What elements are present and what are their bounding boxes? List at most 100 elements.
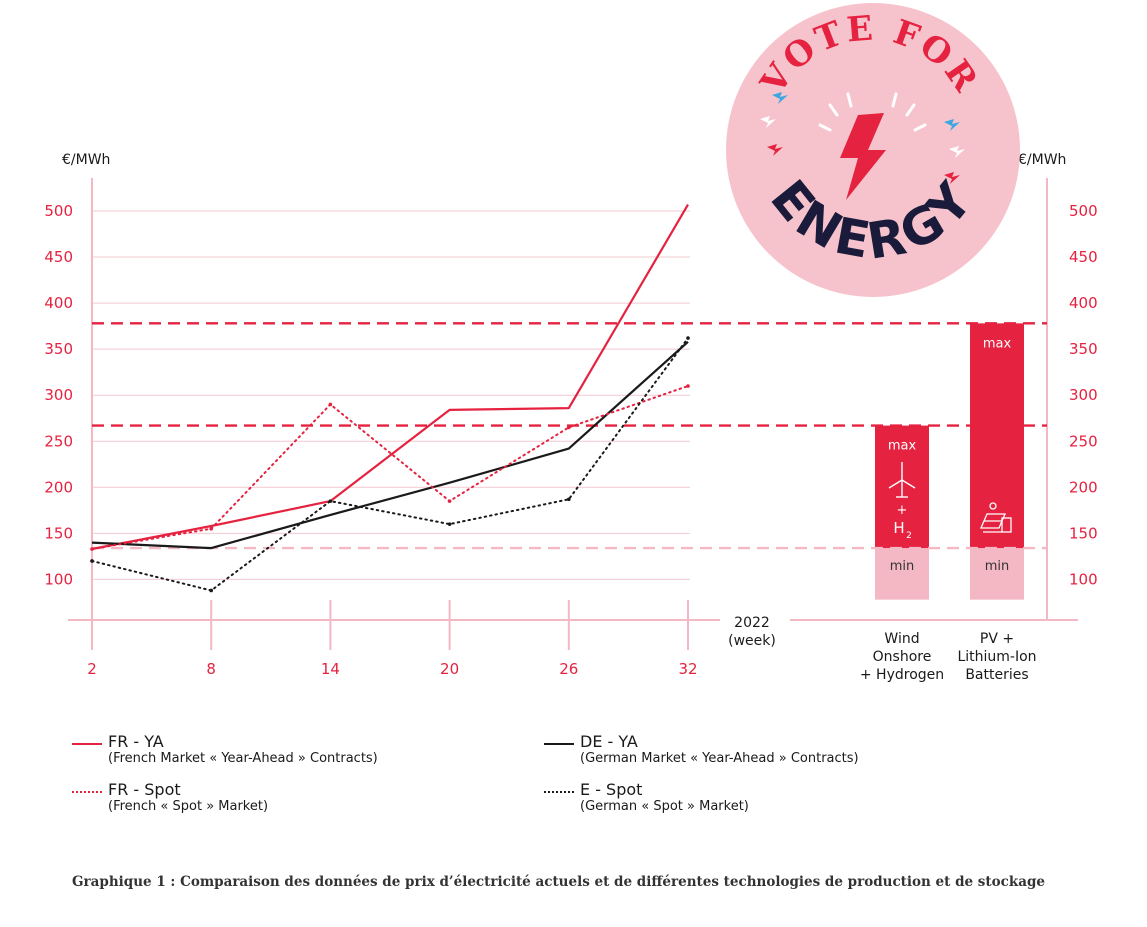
legend-series-name: FR - YA bbox=[108, 732, 164, 751]
legend-swatch bbox=[72, 791, 102, 793]
x-axis-label: 2022 bbox=[734, 615, 770, 631]
legend-series-name: FR - Spot bbox=[108, 780, 181, 799]
bar-min-label-1: min bbox=[890, 559, 915, 574]
bar-category-label-2-1: PV + bbox=[980, 631, 1014, 647]
tick-labels: 100 100 150 150 200 200 250 250 300 300 350 350 400 4… bbox=[44, 152, 1097, 678]
small-bolt-icon-3 bbox=[767, 144, 783, 156]
bar-category-label-1-2: Onshore bbox=[873, 649, 932, 665]
small-bolt-icon-1 bbox=[772, 92, 788, 104]
series-point-4-6 bbox=[686, 336, 690, 340]
reference-lines bbox=[92, 322, 1047, 550]
series-line-fr-spot bbox=[91, 385, 689, 550]
solar-panel-battery-icon bbox=[980, 502, 1012, 533]
x-tick-8: 8 bbox=[206, 660, 216, 678]
x-axis-sublabel: (week) bbox=[728, 633, 776, 649]
y-tick-left-250: 250 bbox=[44, 432, 73, 450]
right-unit-label: €/MWh bbox=[1018, 152, 1066, 168]
sparkle-ray-6 bbox=[913, 123, 927, 132]
legend-item-de-ya: DE - YA (German Market « Year-Ahead » Con… bbox=[544, 733, 984, 773]
legend-series-description: (German « Spot » Market) bbox=[580, 799, 749, 814]
x-tick-14: 14 bbox=[321, 660, 340, 678]
small-bolt-icon-4 bbox=[944, 119, 960, 131]
y-tick-left-100: 100 bbox=[44, 570, 73, 588]
bar-max-segment-2 bbox=[970, 323, 1024, 549]
sparkle-ray-3 bbox=[891, 92, 898, 108]
series-line-e-spot bbox=[91, 337, 689, 592]
bar-icon-h2: H bbox=[893, 519, 904, 537]
y-tick-left-500: 500 bbox=[44, 202, 73, 220]
y-tick-right-350: 350 bbox=[1069, 340, 1098, 358]
bar-min-label-2: min bbox=[985, 559, 1010, 574]
grid-lines bbox=[92, 210, 690, 580]
x-tick-26: 26 bbox=[559, 660, 578, 678]
series-point-4-4 bbox=[447, 522, 452, 526]
bar-icon-plus: + bbox=[897, 503, 908, 518]
bar-category-label-2-2: Lithium-Ion bbox=[957, 649, 1036, 665]
y-tick-right-400: 400 bbox=[1069, 294, 1098, 312]
sparkle-ray-2 bbox=[846, 92, 853, 108]
y-tick-right-250: 250 bbox=[1069, 432, 1098, 450]
sparkle-ray-4 bbox=[905, 103, 916, 117]
legend-series-name: DE - YA bbox=[580, 732, 638, 751]
y-tick-right-100: 100 bbox=[1069, 570, 1098, 588]
y-tick-right-450: 450 bbox=[1069, 248, 1098, 266]
y-tick-left-150: 150 bbox=[44, 524, 73, 542]
y-tick-left-200: 200 bbox=[44, 478, 73, 496]
series-point-3-2 bbox=[209, 526, 213, 531]
x-tick-2: 2 bbox=[87, 660, 97, 678]
series-point-3-1 bbox=[90, 547, 94, 551]
y-tick-left-350: 350 bbox=[44, 340, 73, 358]
small-bolt-icon-5 bbox=[949, 146, 965, 158]
axes bbox=[68, 178, 1078, 650]
technology-bars: max min Wind Onshore + Hydrogen +H 2 max min PV +… bbox=[860, 323, 1037, 683]
bar-max-label-2: max bbox=[983, 336, 1012, 351]
legend-swatch bbox=[544, 791, 574, 793]
bar-min-segment-1 bbox=[875, 548, 929, 600]
y-tick-right-200: 200 bbox=[1069, 478, 1098, 496]
small-bolt-icon-6 bbox=[944, 172, 960, 184]
sparkle-ray-5 bbox=[818, 123, 832, 132]
legend-series-description: (French « Spot » Market) bbox=[108, 799, 269, 814]
legend-series-name: E - Spot bbox=[580, 780, 643, 799]
series-point-3-5 bbox=[567, 425, 571, 430]
x-tick-20: 20 bbox=[440, 660, 459, 678]
legend-series-description: (German Market « Year-Ahead » Contracts) bbox=[580, 751, 859, 766]
y-tick-left-300: 300 bbox=[44, 386, 73, 404]
bar-category-label-1-1: Wind bbox=[884, 631, 919, 647]
bar-category-label-1-3: + Hydrogen bbox=[860, 667, 944, 683]
legend-item-fr-ya: FR - YA (French Market « Year-Ahead » Con… bbox=[72, 733, 512, 773]
series-point-4-2 bbox=[209, 588, 213, 593]
y-tick-right-150: 150 bbox=[1069, 524, 1098, 542]
bar-min-segment-2 bbox=[970, 548, 1024, 600]
small-bolt-icon-2 bbox=[760, 116, 776, 128]
x-tick-32: 32 bbox=[678, 660, 697, 678]
series-point-4-5 bbox=[567, 497, 571, 502]
bar-category-label-2-3: Batteries bbox=[965, 667, 1028, 683]
series-point-3-6 bbox=[686, 384, 690, 388]
y-tick-left-450: 450 bbox=[44, 248, 73, 266]
wind-turbine-hydrogen-icon bbox=[888, 462, 916, 498]
series-point-3-4 bbox=[447, 499, 452, 503]
series-line-fr-ya bbox=[91, 204, 689, 551]
legend-swatch bbox=[72, 743, 102, 745]
series-line-de-ya bbox=[91, 340, 689, 550]
bar-max-label-1: max bbox=[888, 439, 917, 454]
series-point-3-3 bbox=[328, 402, 333, 407]
sparkle-ray-1 bbox=[828, 103, 839, 117]
y-tick-left-400: 400 bbox=[44, 294, 73, 312]
left-unit-label: €/MWh bbox=[62, 152, 110, 168]
series-lines bbox=[90, 204, 690, 593]
y-tick-right-300: 300 bbox=[1069, 386, 1098, 404]
legend-series-description: (French Market « Year-Ahead » Contracts) bbox=[108, 751, 378, 766]
series-point-4-3 bbox=[328, 499, 333, 503]
legend-swatch bbox=[544, 743, 574, 745]
y-tick-right-500: 500 bbox=[1069, 202, 1098, 220]
bar-group-2: max min PV + Lithium-Ion Batteries bbox=[957, 323, 1037, 683]
series-point-4-1 bbox=[90, 559, 94, 563]
bar-group-1: max min Wind Onshore + Hydrogen +H 2 bbox=[860, 425, 944, 683]
lightning-bolt-icon bbox=[840, 113, 886, 200]
legend-item-e-spot: E - Spot (German « Spot » Market) bbox=[544, 781, 984, 821]
legend-item-fr-spot: FR - Spot (French « Spot » Market) bbox=[72, 781, 512, 821]
